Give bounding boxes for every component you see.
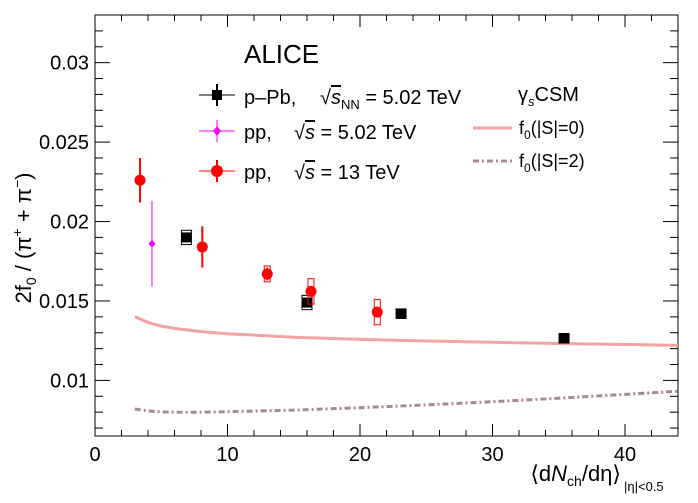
point-marker-ppb xyxy=(559,333,570,344)
model-curves xyxy=(134,315,679,414)
legend-pp13-energy: √s = 13 TeV xyxy=(294,162,400,184)
x-tick-label: 20 xyxy=(349,444,371,466)
legend-item-ppb: p–Pb, √sNN = 5.02 TeV xyxy=(199,84,462,112)
point-marker-pp502 xyxy=(148,239,156,248)
y-tick-label: 0.02 xyxy=(50,212,89,234)
x-tick-label: 40 xyxy=(614,444,636,466)
x-tick-label: 30 xyxy=(481,444,503,466)
chart-title: ALICE xyxy=(244,39,319,69)
data-series xyxy=(134,157,570,344)
legend-ppb-label: p–Pb, xyxy=(244,87,296,109)
point-marker-ppb xyxy=(302,297,312,308)
legend-item-s0: f0(|S|=0) xyxy=(473,118,585,142)
x-axis-label-range: |η|<0.5 xyxy=(624,479,664,494)
point-marker-pp13 xyxy=(261,268,273,280)
point-marker-ppb xyxy=(396,308,407,319)
point-marker-pp13 xyxy=(196,241,208,253)
legend-pp13-marker xyxy=(211,165,223,177)
y-tick-label: 0.025 xyxy=(39,132,89,154)
x-tick-label: 0 xyxy=(89,444,100,466)
model-curve-s0 xyxy=(134,315,679,347)
legend-item-pp13: pp, √s = 13 TeV xyxy=(199,160,400,184)
plot-area: 0 10 20 30 40 0.01 0.015 0.02 0.025 0.03 xyxy=(39,14,679,466)
plot-frame xyxy=(94,14,679,437)
x-axis-label: ⟨dNch/dη⟩ xyxy=(530,461,621,489)
legend-model-title: γsCSM xyxy=(518,84,579,109)
x-tick-label: 10 xyxy=(216,444,238,466)
legend-item-pp502: pp, √s = 5.02 TeV xyxy=(199,120,417,144)
legend-model: γsCSM f0(|S|=0) f0(|S|=2) xyxy=(473,84,585,175)
legend-pp502-marker xyxy=(213,126,221,136)
point-marker-pp13 xyxy=(134,174,146,186)
point-marker-ppb xyxy=(181,232,192,243)
legend-ppb-marker xyxy=(212,90,222,100)
legend-s2-label: f0(|S|=2) xyxy=(519,151,585,175)
legend-pp502-energy: √s = 5.02 TeV xyxy=(294,122,417,144)
legend-item-s2: f0(|S|=2) xyxy=(473,151,585,175)
y-tick-label: 0.01 xyxy=(50,370,89,392)
y-tick-label: 0.015 xyxy=(39,291,89,313)
y-axis-label: 2f0 / (π+ + π−) xyxy=(9,173,39,304)
legend-pp502-label: pp, xyxy=(244,122,272,144)
point-marker-pp13 xyxy=(305,285,317,297)
legend-s0-label: f0(|S|=0) xyxy=(519,118,585,142)
model-curve-s2 xyxy=(134,389,679,414)
y-axis: 0.01 0.015 0.02 0.025 0.03 xyxy=(39,30,678,429)
legend-pp13-label: pp, xyxy=(244,162,272,184)
y-tick-label: 0.03 xyxy=(50,53,89,75)
x-axis: 0 10 20 30 40 xyxy=(89,15,652,466)
legend-data: p–Pb, √sNN = 5.02 TeV pp, √s = 5.02 TeV … xyxy=(199,84,462,184)
legend-ppb-energy: √sNN = 5.02 TeV xyxy=(320,87,462,112)
point-marker-pp13 xyxy=(371,306,383,318)
